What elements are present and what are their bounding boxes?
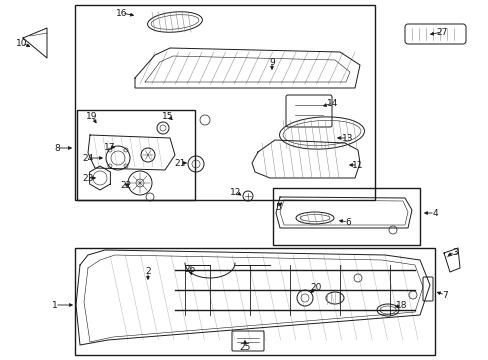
Polygon shape <box>76 250 429 345</box>
Polygon shape <box>443 248 459 272</box>
Polygon shape <box>275 197 411 228</box>
Text: 17: 17 <box>104 143 116 152</box>
Text: 20: 20 <box>310 284 321 292</box>
Text: 4: 4 <box>431 208 437 217</box>
Polygon shape <box>88 135 175 170</box>
Text: 27: 27 <box>435 27 447 36</box>
Text: 22: 22 <box>120 180 131 189</box>
Text: 1: 1 <box>52 301 58 310</box>
Text: 2: 2 <box>145 267 150 276</box>
Text: 11: 11 <box>351 161 363 170</box>
Bar <box>77 110 195 200</box>
Polygon shape <box>135 48 359 88</box>
Text: 23: 23 <box>82 174 94 183</box>
Text: 7: 7 <box>441 291 447 300</box>
Text: 25: 25 <box>239 343 250 352</box>
Text: 10: 10 <box>16 39 28 48</box>
Text: 18: 18 <box>395 301 407 310</box>
Text: 5: 5 <box>275 202 280 212</box>
Text: 14: 14 <box>326 99 338 108</box>
Text: 26: 26 <box>184 266 195 274</box>
Text: 24: 24 <box>82 153 93 162</box>
Text: 15: 15 <box>162 112 173 121</box>
Text: 6: 6 <box>345 217 350 226</box>
Text: 16: 16 <box>116 9 127 18</box>
Text: 12: 12 <box>230 188 241 197</box>
Polygon shape <box>251 140 359 178</box>
Bar <box>272 188 419 245</box>
Text: 8: 8 <box>54 144 60 153</box>
Text: 21: 21 <box>174 158 185 167</box>
Polygon shape <box>23 28 47 58</box>
Text: 9: 9 <box>268 58 274 67</box>
Bar <box>75 248 434 355</box>
Text: 3: 3 <box>451 248 457 257</box>
Text: 19: 19 <box>86 112 98 121</box>
Bar <box>75 5 374 200</box>
Text: 13: 13 <box>342 134 353 143</box>
